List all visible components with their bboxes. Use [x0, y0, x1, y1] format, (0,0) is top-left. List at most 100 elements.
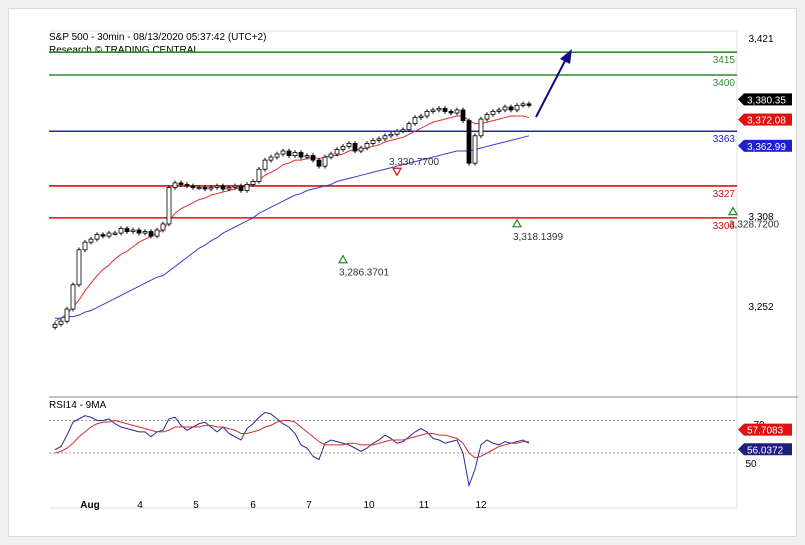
- rsi-badge-text: 56.0372: [747, 445, 784, 456]
- price-bar-body: [172, 182, 178, 188]
- price-bar-body: [406, 123, 412, 131]
- price-bar-body: [520, 103, 526, 106]
- price-bar-body: [244, 184, 250, 191]
- price-bar-body: [166, 187, 172, 225]
- ma-price-badge: [744, 113, 792, 126]
- price-bar-body: [76, 249, 82, 286]
- price-badges: 3,380.35 3,372.08 3,362.99 57.7083 56.0372: [738, 93, 792, 456]
- price-bar-body: [148, 231, 154, 237]
- rsi-panel: [49, 411, 737, 488]
- target-arrow: [535, 49, 572, 118]
- rsi-tick-label: 50: [745, 459, 757, 470]
- price-bar-body: [268, 156, 274, 161]
- x-tick-label: 7: [306, 500, 312, 511]
- signal-up-marker: [511, 218, 523, 228]
- ma-price-badge-text: 3,362.99: [747, 142, 786, 153]
- price-bar-body: [100, 234, 106, 237]
- price-bar-body: [250, 180, 256, 185]
- price-bar-body: [376, 138, 382, 141]
- price-bar-body: [442, 108, 448, 112]
- price-bar-body: [382, 135, 388, 140]
- x-tick-label: 4: [137, 500, 143, 511]
- price-bar-body: [364, 142, 370, 149]
- level-label: 3415: [713, 55, 736, 66]
- price-bar-body: [322, 156, 328, 167]
- ma-price-badge-text: 3,372.08: [747, 116, 786, 127]
- rsi-ma-badge-text: 57.7083: [747, 426, 784, 437]
- price-bar-body: [496, 109, 502, 112]
- price-bar-body: [298, 152, 304, 158]
- price-bar-body: [490, 111, 496, 115]
- price-bar-body: [310, 155, 316, 161]
- y-tick-label: 3,421: [748, 34, 773, 45]
- last-price-badge-pointer: [738, 93, 744, 106]
- price-bar-body: [400, 129, 406, 132]
- price-bar-body: [70, 284, 76, 310]
- support-resistance-levels: 3415 3400 3363 3327 3306: [49, 51, 737, 232]
- price-bar-body: [454, 109, 460, 114]
- price-bar-body: [460, 109, 466, 121]
- price-bar-body: [340, 146, 346, 150]
- price-bar-body: [202, 187, 208, 190]
- signal-up-marker: [727, 206, 739, 216]
- rsi-badge-pointer: [738, 443, 744, 456]
- price-bar-body: [214, 185, 220, 188]
- rsi-title: RSI14 - 9MA: [49, 400, 107, 411]
- last-price-badge: [744, 93, 792, 106]
- ma-price-badge-pointer: [738, 113, 744, 126]
- price-bar-body: [436, 108, 442, 111]
- moving-average-line: [54, 115, 530, 322]
- price-bar-body: [136, 229, 142, 234]
- moving-average-line: [55, 135, 530, 319]
- price-bar-body: [448, 111, 454, 114]
- ma-price-badge: [744, 139, 792, 152]
- price-bar-body: [58, 320, 64, 325]
- price-bar-body: [412, 117, 418, 125]
- price-bar-body: [316, 159, 322, 167]
- price-bar-body: [238, 185, 244, 191]
- price-bar-body: [286, 150, 292, 156]
- price-bar-body: [328, 153, 334, 158]
- price-bar-body: [466, 120, 472, 164]
- y-tick-label: 3,252: [748, 302, 773, 313]
- signal-down-marker: [391, 167, 403, 177]
- price-bar-body: [190, 185, 196, 188]
- price-bar-body: [472, 135, 478, 164]
- ma-price-badge-pointer: [738, 139, 744, 152]
- price-bar-body: [196, 187, 202, 190]
- price-bar-body: [418, 115, 424, 118]
- level-label: 3327: [713, 189, 736, 200]
- last-price-badge-text: 3,380.35: [747, 95, 786, 106]
- price-bar-body: [226, 187, 232, 190]
- price-bar-body: [424, 111, 430, 117]
- price-bar-body: [430, 109, 436, 112]
- level-label: 3306: [713, 221, 736, 232]
- price-bar-body: [64, 308, 70, 322]
- price-bar-body: [352, 142, 358, 152]
- chart-svg: S&P 500 - 30min - 08/13/2020 05:37:42 (U…: [49, 30, 805, 511]
- price-bar-body: [262, 159, 268, 170]
- price-bar-body: [130, 229, 136, 232]
- price-bar-body: [88, 238, 94, 243]
- price-bar-body: [220, 185, 226, 190]
- annotation-label: 3,330.7700: [389, 157, 439, 168]
- price-bar-body: [508, 106, 514, 111]
- price-bar-body: [358, 147, 364, 152]
- price-bar-body: [334, 149, 340, 155]
- rsi-badge: [744, 443, 792, 456]
- price-bar-body: [178, 182, 184, 185]
- price-bar-body: [232, 185, 238, 188]
- price-bar-body: [142, 231, 148, 234]
- price-bar-body: [160, 223, 166, 231]
- price-bar-body: [94, 234, 100, 240]
- x-tick-label: Aug: [80, 500, 99, 511]
- x-tick-label: 10: [363, 500, 375, 511]
- annotation-label: 3,318.1399: [513, 232, 563, 243]
- price-bar-body: [304, 155, 310, 158]
- price-bar-body: [478, 118, 484, 137]
- rsi-ma-badge-pointer: [738, 423, 744, 436]
- price-bar-body: [106, 232, 112, 237]
- price-bar-body: [280, 150, 286, 155]
- price-bar-body: [274, 153, 280, 158]
- x-tick-label: 5: [193, 500, 199, 511]
